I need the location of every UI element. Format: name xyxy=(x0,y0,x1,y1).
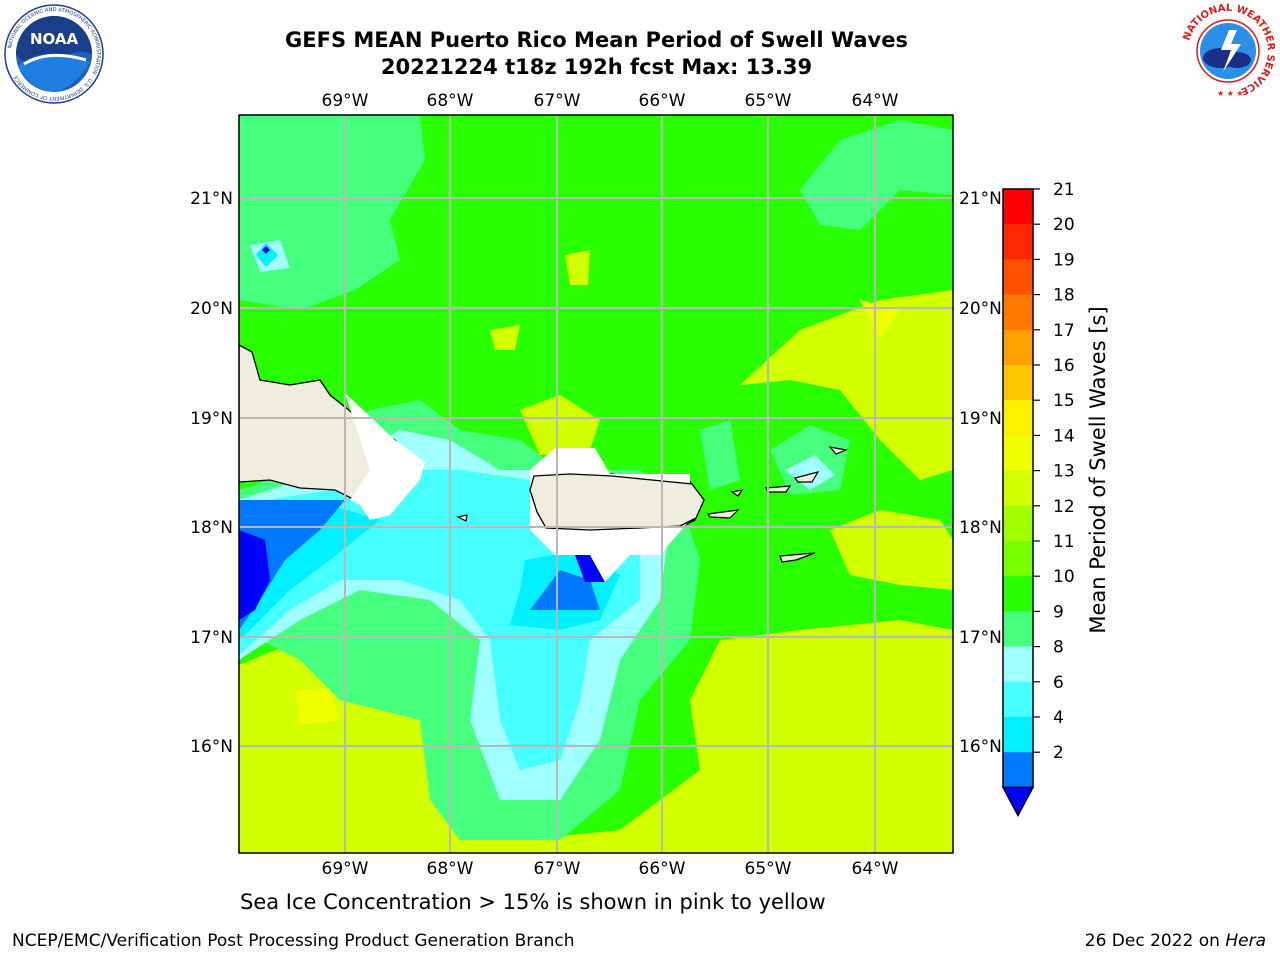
lat-label-left: 17°N xyxy=(190,628,233,648)
colorbar-tick-label: 13 xyxy=(1053,462,1075,482)
contour-12-13-southeast xyxy=(830,510,953,590)
lat-label-right: 18°N xyxy=(959,518,1002,538)
colorbar-tick-label: 14 xyxy=(1053,426,1075,446)
contour-6-4-northwest xyxy=(256,243,278,267)
colorbar-swatch xyxy=(1003,576,1033,612)
contour-12-13-east xyxy=(740,290,953,480)
colorbar-swatch xyxy=(1003,259,1033,296)
footer-date: 26 Dec 2022 on Hera xyxy=(1085,931,1266,951)
swell-period-field xyxy=(239,115,953,853)
lon-label-bottom: 64°W xyxy=(852,859,899,879)
lat-label-right: 19°N xyxy=(959,409,1002,429)
colorbar-swatch xyxy=(1003,681,1033,718)
colorbar-tick-label: 10 xyxy=(1053,567,1075,587)
colorbar-swatch xyxy=(1003,224,1033,260)
colorbar: 21 20 19 18 17 16 15 14 13 12 11 10 9 8 6 4 2 xyxy=(1001,180,1075,817)
lon-label-bottom: 69°W xyxy=(322,859,369,879)
colorbar-tick-label: 15 xyxy=(1053,391,1075,411)
colorbar-swatch xyxy=(1003,189,1033,225)
contour-10-9-northeast xyxy=(800,120,953,230)
colorbar-swatch xyxy=(1003,365,1033,401)
footer-date-text: 26 Dec 2022 on xyxy=(1084,931,1226,951)
colorbar-tick-label: 9 xyxy=(1053,602,1064,622)
colorbar-tick-label: 8 xyxy=(1053,638,1064,658)
colorbar-tick-label: 11 xyxy=(1053,532,1075,552)
colorbar-label: Mean Period of Swell Waves [s] xyxy=(1086,306,1110,633)
lon-label-top: 66°W xyxy=(639,91,686,111)
colorbar-frame xyxy=(1002,188,1034,788)
colorbar-extend-triangle xyxy=(1001,786,1035,817)
lat-label-right: 20°N xyxy=(959,299,1002,319)
noaa-logo-text: NOAA xyxy=(30,30,79,48)
noaa-logo: NATIONAL OCEANIC AND ATMOSPHERIC ADMINIS… xyxy=(4,4,104,104)
lon-label-bottom: 66°W xyxy=(639,859,686,879)
colorbar-tick-label: 6 xyxy=(1053,673,1064,693)
colorbar-tick-label: 4 xyxy=(1053,708,1064,728)
colorbar-tick-label: 16 xyxy=(1053,356,1075,376)
colorbar-swatch xyxy=(1003,505,1033,542)
graticule xyxy=(239,115,953,853)
colorbar-tick-label: 17 xyxy=(1053,321,1075,341)
lon-label-top: 68°W xyxy=(427,91,474,111)
lat-label-left: 18°N xyxy=(190,518,233,538)
colorbar-tick-label: 19 xyxy=(1053,250,1075,270)
lon-label-bottom: 67°W xyxy=(534,859,581,879)
colorbar-swatch xyxy=(1003,611,1033,648)
lat-label-right: 21°N xyxy=(959,189,1002,209)
colorbar-tick-label: 12 xyxy=(1053,497,1075,517)
lon-label-top: 67°W xyxy=(534,91,581,111)
colorbar-swatch xyxy=(1003,329,1033,366)
lat-label-left: 19°N xyxy=(190,409,233,429)
sea-ice-note: Sea Ice Concentration > 15% is shown in … xyxy=(240,890,826,914)
lon-label-top: 64°W xyxy=(852,91,899,111)
lon-label-bottom: 68°W xyxy=(427,859,474,879)
colorbar-swatch xyxy=(1003,470,1033,507)
footer-host: Hera xyxy=(1225,931,1266,951)
lat-label-left: 21°N xyxy=(190,189,233,209)
map-frame xyxy=(238,114,954,854)
chart-subtitle: 20221224 t18z 192h fcst Max: 13.39 xyxy=(380,55,813,79)
colorbar-tick-label: 21 xyxy=(1053,180,1075,200)
colorbar-swatch xyxy=(1003,294,1033,331)
nws-logo: NATIONAL WEATHER SERVICE ★ ★ ★ xyxy=(1179,2,1277,100)
lon-label-top: 65°W xyxy=(745,91,792,111)
chart-title: GEFS MEAN Puerto Rico Mean Period of Swe… xyxy=(285,28,908,52)
colorbar-swatch xyxy=(1003,541,1033,577)
contour-12-13-north xyxy=(490,250,600,455)
lat-label-right: 17°N xyxy=(959,628,1002,648)
colorbar-swatch xyxy=(1003,717,1033,753)
hispaniola-mask-white xyxy=(345,393,425,520)
colorbar-tick-label: 18 xyxy=(1053,286,1075,306)
lat-label-left: 20°N xyxy=(190,299,233,319)
svg-text:★ ★ ★: ★ ★ ★ xyxy=(1217,89,1244,98)
colorbar-swatch xyxy=(1003,752,1033,788)
lon-label-top: 69°W xyxy=(322,91,369,111)
footer-credit: NCEP/EMC/Verification Post Processing Pr… xyxy=(12,931,575,951)
lat-label-right: 16°N xyxy=(959,737,1002,757)
lon-label-bottom: 65°W xyxy=(745,859,792,879)
colorbar-swatch xyxy=(1003,646,1033,683)
colorbar-tick-label: 20 xyxy=(1053,215,1075,235)
colorbar-swatch xyxy=(1003,435,1033,472)
contour-6-4 xyxy=(239,505,620,640)
colorbar-swatch xyxy=(1003,400,1033,436)
puerto-rico-coast xyxy=(529,473,705,531)
colorbar-tick-label: 2 xyxy=(1053,743,1064,763)
lat-label-left: 16°N xyxy=(190,737,233,757)
virgin-islands xyxy=(456,446,849,563)
contour-4-2 xyxy=(239,500,600,630)
